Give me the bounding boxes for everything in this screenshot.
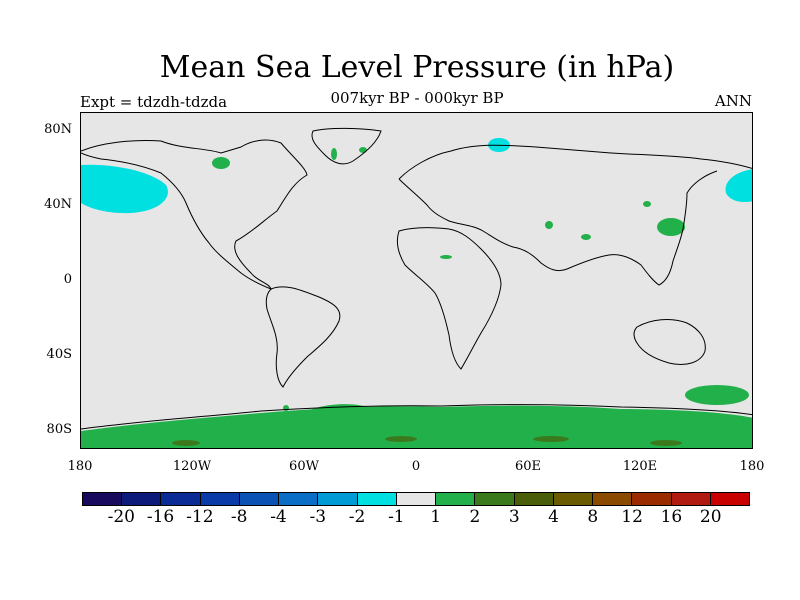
colorbar-label: -1 [388,507,405,527]
lat-tick: 40S [46,347,72,362]
lon-tick: 60E [514,459,542,474]
lon-tick: 120E [622,459,658,474]
lat-tick: 0 [63,272,72,287]
colorbar-label: 4 [548,507,559,527]
colorbar [82,492,750,506]
colorbar-label: -2 [348,507,366,527]
colorbar-swatch [553,493,594,505]
colorbar-swatch [357,493,397,505]
greenland-high [331,148,337,160]
colorbar-swatch [200,493,240,505]
africa-high [440,255,452,259]
map-canvas [81,113,752,448]
antarctica-coast [81,404,752,430]
positive-anomaly-regions [81,147,752,448]
canada-high [212,157,230,169]
lon-tick: 60W [289,459,319,474]
africa-coast [396,227,502,370]
map-title: Mean Sea Level Pressure (in hPa) [159,50,675,85]
colorbar-label: 2 [469,507,481,527]
greenland-high-2 [359,147,367,153]
greenland-coast [311,127,382,165]
australia-coast [633,319,706,365]
colorbar-label: 16 [660,507,683,527]
colorbar-label: 20 [699,507,722,527]
season-label: ANN [714,92,752,110]
colorbar-swatch [710,493,749,505]
colorbar-swatch [83,493,123,505]
north-pacific-low-west [81,164,168,214]
colorbar-label: 12 [621,507,643,527]
colorbar-label: -8 [230,507,248,527]
north-america-coast [81,139,308,290]
weddell-high [303,404,376,427]
coastlines [81,127,752,430]
antarctic-high [81,405,752,448]
colorbar-swatch [318,493,358,505]
colorbar-swatch [279,493,319,505]
lon-tick: 120W [172,459,212,474]
lat-tick: 80S [46,422,72,437]
colorbar-label: -12 [186,507,214,527]
central-asia-high [545,221,553,229]
tibet-high [581,234,591,240]
eurasia-coast [398,144,752,286]
lon-tick: 180 [67,459,93,474]
south-pacific-high [685,385,749,405]
colorbar-swatch [593,493,633,505]
lon-tick: 180 [739,459,765,474]
colorbar-swatch [161,493,201,505]
colorbar-label: -4 [270,507,287,527]
colorbar-swatch [632,493,672,505]
colorbar-swatch [122,493,162,505]
colorbar-label: 3 [508,507,520,527]
north-pacific-low-east [725,169,752,202]
map-subtitle: 007kyr BP - 000kyr BP [330,89,504,107]
colorbar-swatch [514,493,554,505]
colorbar-label: -3 [309,507,327,527]
strong-positive-regions [172,436,682,446]
colorbar-swatch [436,493,476,505]
lat-tick: 80N [44,122,72,137]
colorbar-swatch [475,493,515,505]
colorbar-label: 8 [587,507,599,527]
colorbar-swatch [239,493,280,505]
south-america-coast [265,286,341,388]
lat-tick: 40N [44,197,72,212]
colorbar-label: 1 [430,507,442,527]
mongolia-high [643,201,651,207]
colorbar-label: -16 [146,507,175,527]
colorbar-swatch [671,493,711,505]
colorbar-label: -20 [107,507,135,527]
experiment-label: Expt = tdzdh-tdzda [80,93,228,111]
colorbar-swatch [396,493,437,505]
japan-high [657,218,685,236]
world-map [80,112,753,449]
map-background [81,113,752,448]
lon-tick: 0 [411,459,421,474]
south-atlantic-high [283,405,289,411]
